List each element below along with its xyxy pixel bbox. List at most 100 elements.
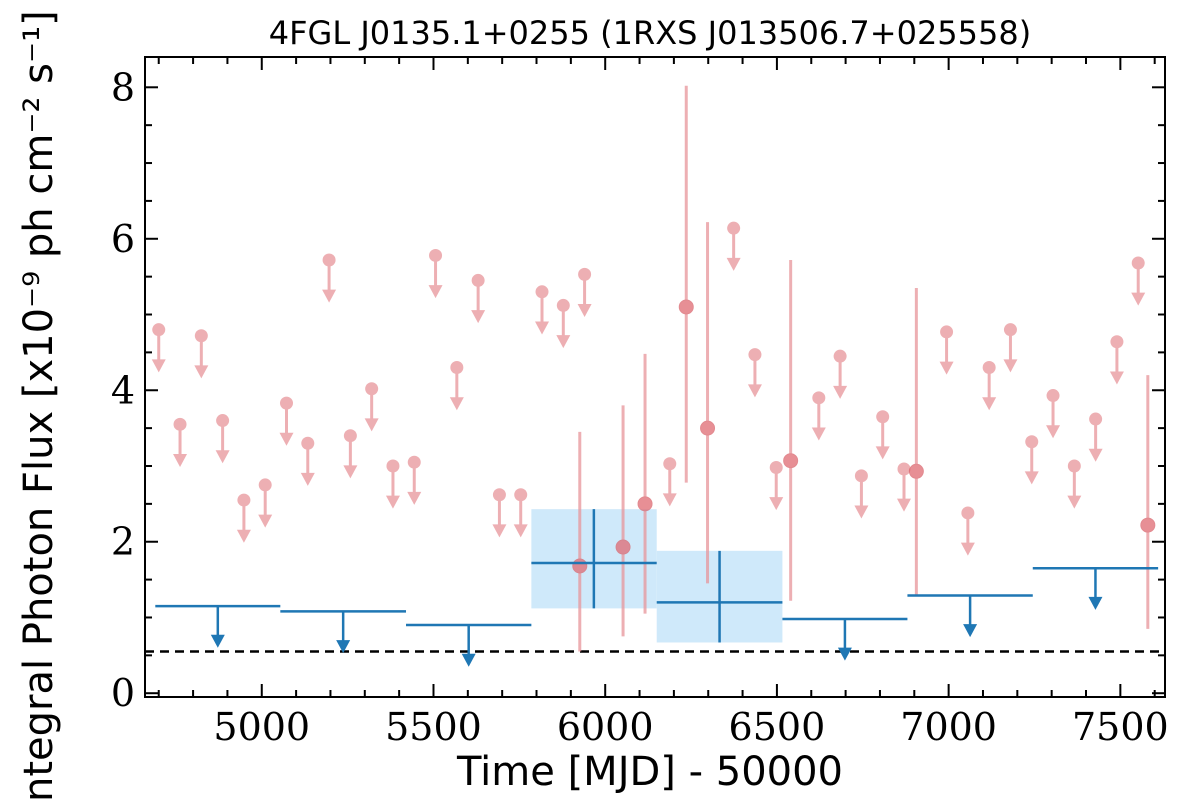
short-bin-upper-limit-2 [194, 329, 209, 379]
short-bin-ul-point [429, 248, 443, 262]
short-bin-ul-arrow [811, 427, 826, 441]
x-tick-label: 6500 [729, 705, 826, 749]
short-bin-ul-arrow [556, 335, 571, 349]
short-bin-ul-arrow [726, 257, 741, 271]
long-bin-upper-limit-2 [406, 623, 532, 667]
short-bin-ul-point [471, 273, 485, 287]
short-bin-upper-limit-36 [1067, 459, 1082, 509]
long-bin-ul-arrow [210, 634, 225, 648]
short-bin-ul-point [1003, 323, 1017, 337]
short-bin-detection-4 [700, 222, 716, 584]
y-axis-label: Integral Photon Flux [x10⁻⁹ ph cm⁻² s⁻¹] [16, 10, 62, 800]
short-bin-ul-point [365, 382, 379, 396]
short-bin-ul-arrow [322, 289, 337, 303]
short-bin-ul-arrow [960, 542, 975, 556]
short-bin-ul-point [1025, 435, 1039, 449]
short-bin-ul-point [556, 298, 570, 312]
short-bin-ul-arrow [1109, 371, 1124, 385]
short-bin-ul-arrow [364, 418, 379, 432]
x-tick-label: 7000 [900, 705, 997, 749]
short-bin-ul-point [386, 459, 400, 473]
short-bin-upper-limit-23 [747, 348, 762, 398]
short-bin-upper-limit-11 [385, 459, 400, 509]
long-bin-ul-arrow [336, 640, 351, 654]
x-tick-label: 5000 [213, 705, 310, 749]
long-bin-ul-arrow [1088, 596, 1103, 610]
short-bin-ul-point [535, 285, 549, 299]
short-bin-ul-point [407, 455, 421, 469]
short-bin-ul-point [1110, 335, 1124, 349]
short-bin-ul-arrow [854, 505, 869, 519]
short-bin-ul-point [1067, 459, 1081, 473]
short-bin-ul-arrow [173, 453, 188, 467]
short-bin-ul-point [1046, 389, 1060, 403]
long-bin-ul-arrow [963, 624, 978, 638]
short-bin-upper-limit-13 [428, 248, 443, 299]
y-tick-label: 4 [111, 368, 135, 412]
short-bin-upper-limit-9 [343, 429, 358, 479]
short-bin-ul-arrow [194, 365, 209, 379]
short-bin-upper-limit-29 [896, 462, 911, 512]
short-bin-ul-arrow [1046, 425, 1061, 439]
x-tick-label: 7500 [1072, 705, 1169, 749]
short-bin-ul-point [876, 410, 890, 424]
short-bin-ul-arrow [1003, 359, 1018, 373]
short-bin-upper-limit-15 [471, 273, 486, 324]
short-bin-ul-arrow [982, 397, 997, 411]
short-bin-ul-arrow [1024, 471, 1039, 485]
short-bin-upper-limit-39 [1131, 256, 1146, 306]
short-bin-ul-point [769, 461, 783, 475]
short-bin-ul-arrow [492, 524, 507, 538]
y-tick-label: 6 [111, 217, 135, 261]
y-tick-label: 0 [111, 671, 135, 715]
short-bin-upper-limit-22 [726, 221, 741, 271]
short-bin-ul-arrow [258, 514, 273, 528]
short-bin-ul-arrow [875, 446, 890, 460]
short-bin-point [615, 539, 631, 555]
short-bin-ul-arrow [449, 397, 464, 411]
x-tick-label: 6000 [557, 705, 654, 749]
short-bin-upper-limit-35 [1046, 389, 1061, 439]
short-bin-upper-limit-24 [769, 461, 784, 511]
short-bin-upper-limit-20 [577, 267, 592, 318]
short-bin-upper-limit-32 [982, 361, 997, 411]
short-bin-upper-limit-18 [535, 285, 550, 335]
short-bin-ul-arrow [1131, 292, 1146, 306]
short-bin-ul-arrow [471, 310, 486, 324]
short-bin-upper-limit-7 [300, 436, 315, 486]
short-bin-upper-limit-30 [939, 325, 954, 375]
short-bin-ul-point [897, 462, 911, 476]
short-bin-ul-point [301, 436, 315, 450]
short-bin-ul-point [833, 349, 847, 363]
short-bin-ul-point [237, 493, 251, 507]
short-bin-ul-point [279, 396, 293, 410]
chart-title: 4FGL J0135.1+0255 (1RXS J013506.7+025558… [269, 14, 1031, 52]
short-bin-ul-arrow [535, 321, 550, 335]
long-bin-ul-arrow [461, 653, 476, 667]
plot-content [145, 85, 1165, 667]
short-bin-point [572, 558, 588, 574]
long-bin-upper-limit-5 [1032, 566, 1159, 610]
short-bin-ul-point [812, 391, 826, 405]
short-bin-upper-limit-10 [364, 382, 379, 432]
short-bin-ul-point [514, 488, 528, 502]
short-bin-point [700, 420, 716, 436]
short-bin-detection-7 [1140, 375, 1156, 629]
y-tick-label: 2 [111, 520, 135, 564]
short-bin-ul-point [961, 506, 975, 520]
short-bin-upper-limit-25 [811, 391, 826, 441]
short-bin-ul-arrow [151, 359, 166, 373]
short-bin-ul-point [982, 361, 996, 375]
short-bin-ul-arrow [385, 495, 400, 509]
short-bin-upper-limit-8 [322, 253, 337, 303]
x-axis-label: Time [MJD] - 50000 [456, 749, 843, 795]
short-bin-upper-limit-12 [407, 455, 422, 505]
short-bin-detection-1 [615, 405, 631, 637]
short-bin-point [908, 463, 924, 479]
short-bin-ul-point [727, 221, 741, 235]
short-bin-ul-arrow [407, 491, 422, 505]
short-bin-ul-point [492, 488, 506, 502]
short-bin-ul-point [663, 457, 677, 471]
short-bin-point [637, 496, 653, 512]
short-bin-ul-point [322, 253, 336, 267]
